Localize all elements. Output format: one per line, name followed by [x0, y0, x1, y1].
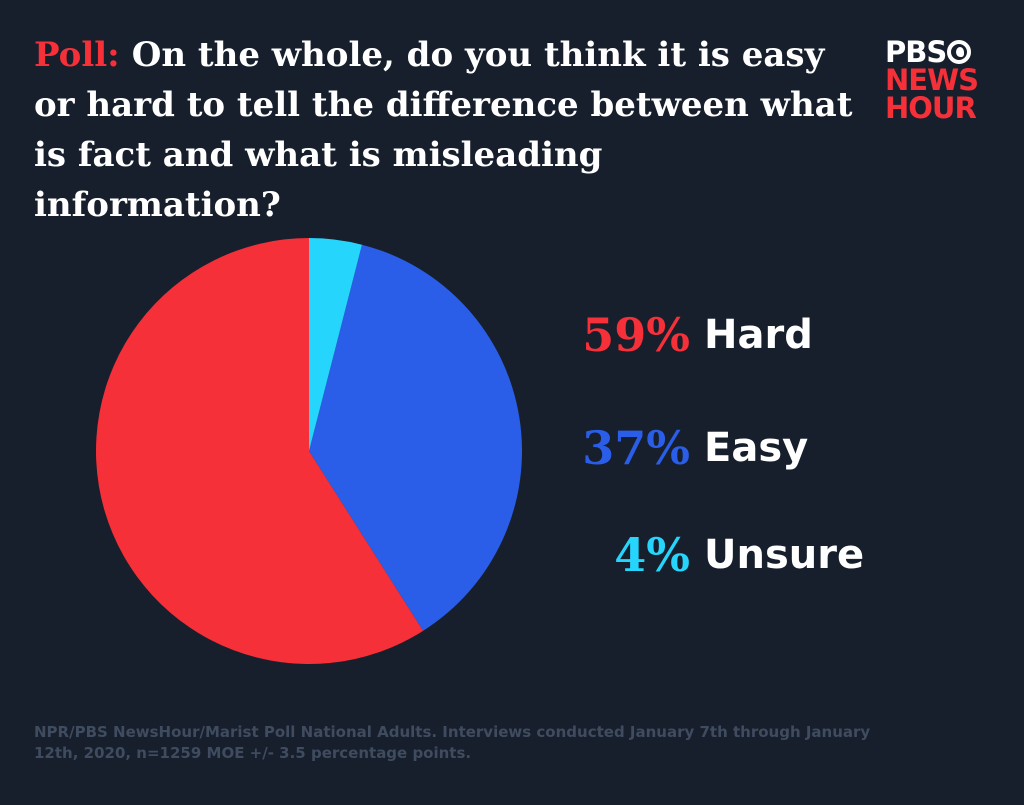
pbs-newshour-logo: PBS NEWS HOUR	[885, 35, 995, 125]
legend-value-hard: 59%	[582, 308, 690, 362]
legend-label-hard: Hard	[704, 312, 813, 358]
pie-slice-easy	[309, 244, 522, 631]
legend-value-easy: 37%	[582, 421, 690, 475]
legend-label-unsure: Unsure	[704, 532, 865, 578]
title-prefix: Poll:	[34, 35, 120, 75]
chart-title: Poll: On the whole, do you think it is ea…	[34, 30, 854, 230]
legend-item-easy: 37% Easy	[520, 418, 880, 478]
legend-item-unsure: 4% Unsure	[520, 525, 880, 585]
logo-hour: HOUR	[885, 91, 977, 125]
legend-label-easy: Easy	[704, 425, 809, 471]
logo-news: NEWS	[885, 63, 979, 97]
logo-pbs: PBS	[885, 35, 947, 69]
pie-slice-unsure	[309, 238, 362, 451]
legend-item-hard: 59% Hard	[520, 305, 880, 365]
legend-value-unsure: 4%	[614, 528, 690, 582]
pbs-head-icon	[947, 40, 972, 64]
pie-slice-hard	[96, 238, 424, 664]
source-note: NPR/PBS NewsHour/Marist Poll National Ad…	[34, 723, 871, 762]
title-text: On the whole, do you think it is easy or…	[34, 35, 853, 225]
